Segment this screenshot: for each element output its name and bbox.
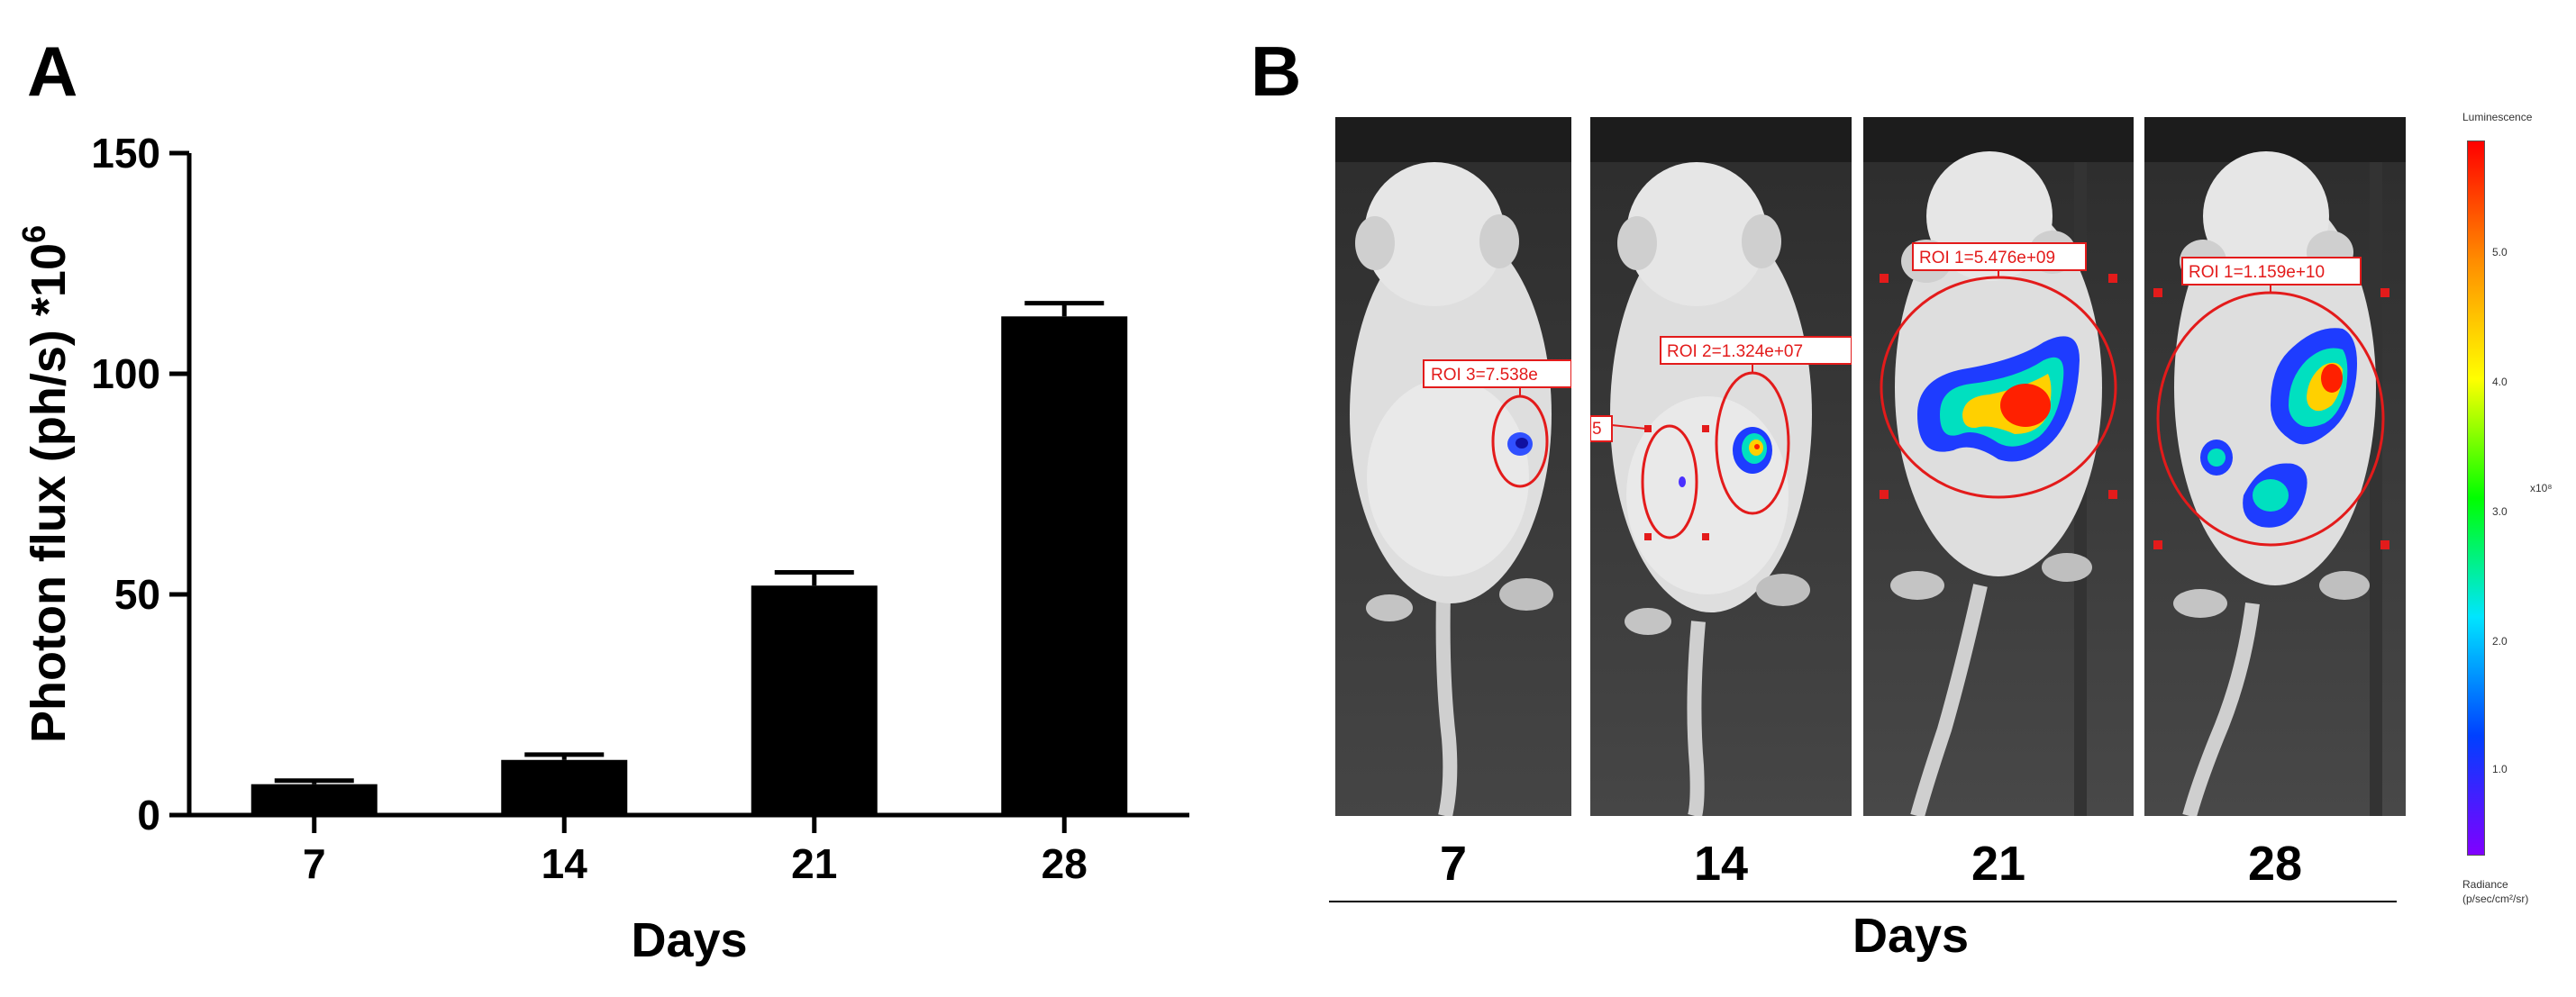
mouse-illustration: ROI 1=5.476e+09 [1863,117,2134,816]
bar-day-28 [1001,316,1128,815]
mouse-image-day-7: ROI 3=7.538e [1335,117,1571,816]
mouse-illustration: ROI 1=1.159e+10 [2144,117,2406,816]
y-tick-label: 100 [91,350,160,397]
image-day-label-7: 7 [1439,837,1468,891]
colorbar-unit: (p/sec/cm²/sr) [2462,893,2529,905]
days-divider-line [1329,901,2397,902]
colorbar [2467,140,2485,856]
colorbar-title: Luminescence [2462,111,2533,123]
mouse-image-day-28: ROI 1=1.159e+10 [2144,117,2406,816]
x-tick-label: 21 [791,840,837,887]
bar-day-21 [751,585,878,815]
x-axis-label: Days [631,913,747,967]
colorbar-tick: 2.0 [2492,635,2508,648]
colorbar-tick: 3.0 [2492,505,2508,518]
bar-day-14 [501,759,628,815]
panel-b-letter: B [1251,32,1302,111]
x-tick-label: 28 [1042,840,1088,887]
roi-label-day-21: ROI 1=5.476e+09 [1919,249,2055,267]
colorbar-unit-label: Radiance [2462,878,2508,891]
bar-chart: 0 50 100 150 7 14 21 28 Days Photon flux (ph/s) *… [15,130,1189,967]
colorbar-tick: 4.0 [2492,376,2508,388]
image-day-label-28: 28 [2247,837,2303,891]
image-day-label-14: 14 [1693,837,1749,891]
mouse-illustration: ROI 3=7.538e [1335,117,1571,816]
roi-label-day-14-secondary: 5 [1592,420,1602,439]
bar-day-7 [250,784,378,815]
roi-label-day-28: ROI 1=1.159e+10 [2189,263,2325,282]
panel-a-letter: A [27,32,78,111]
colorbar-multiplier: x10⁸ [2530,482,2553,494]
colorbar-tick: 1.0 [2492,763,2508,775]
y-axis-label-superscript: 6 [15,225,52,243]
x-tick-label: 14 [542,840,588,887]
x-tick-label: 7 [303,840,326,887]
y-tick-label: 0 [137,792,160,838]
roi-label-day-14: ROI 2=1.324e+07 [1667,342,1803,361]
y-axis-label: Photon flux (ph/s) *106 [15,225,76,743]
image-day-label-21: 21 [1971,837,2026,891]
panel-b-xlabel: Days [1852,909,1970,963]
y-tick-label: 50 [114,571,160,618]
y-tick-label: 150 [91,130,160,177]
mouse-image-day-21: ROI 1=5.476e+09 [1863,117,2134,816]
mouse-illustration: ROI 2=1.324e+07 5 [1590,117,1852,816]
roi-label-day-7: ROI 3=7.538e [1431,366,1538,385]
colorbar-tick: 5.0 [2492,246,2508,258]
mouse-image-day-14: ROI 2=1.324e+07 5 [1590,117,1852,816]
